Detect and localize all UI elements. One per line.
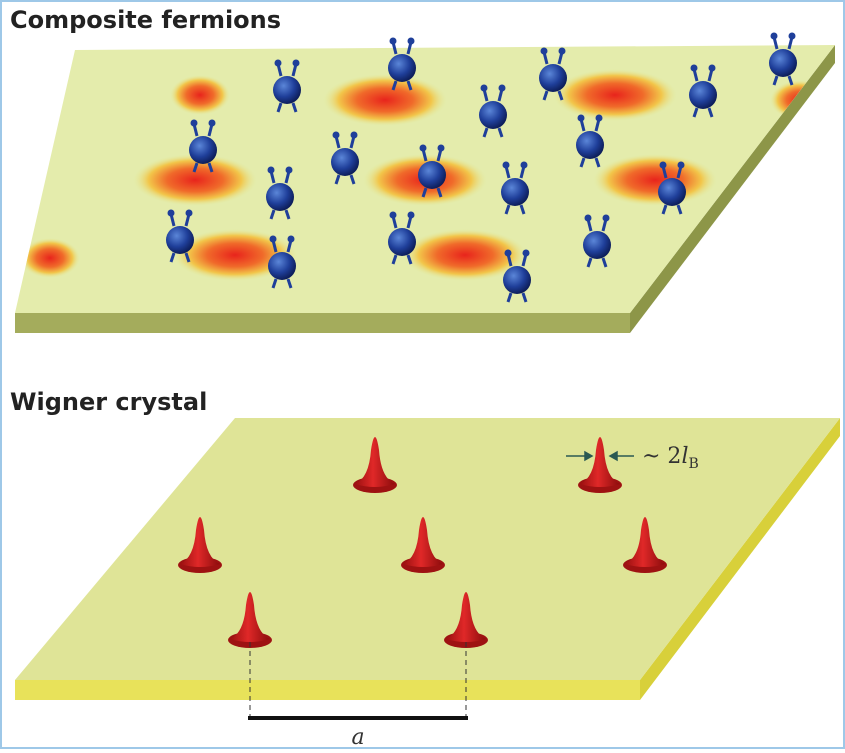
width-subscript: B [688, 456, 698, 472]
width-prefix: ~ 2 [642, 444, 681, 469]
spacing-label: a [351, 725, 364, 749]
spacing-dimension [248, 642, 468, 720]
panel-title: Wigner crystal [10, 388, 207, 416]
width-symbol: l [681, 444, 688, 469]
panel-title: Composite fermions [10, 6, 281, 34]
width-arrows [566, 450, 634, 462]
width-label: ~ 2lB [642, 444, 699, 472]
